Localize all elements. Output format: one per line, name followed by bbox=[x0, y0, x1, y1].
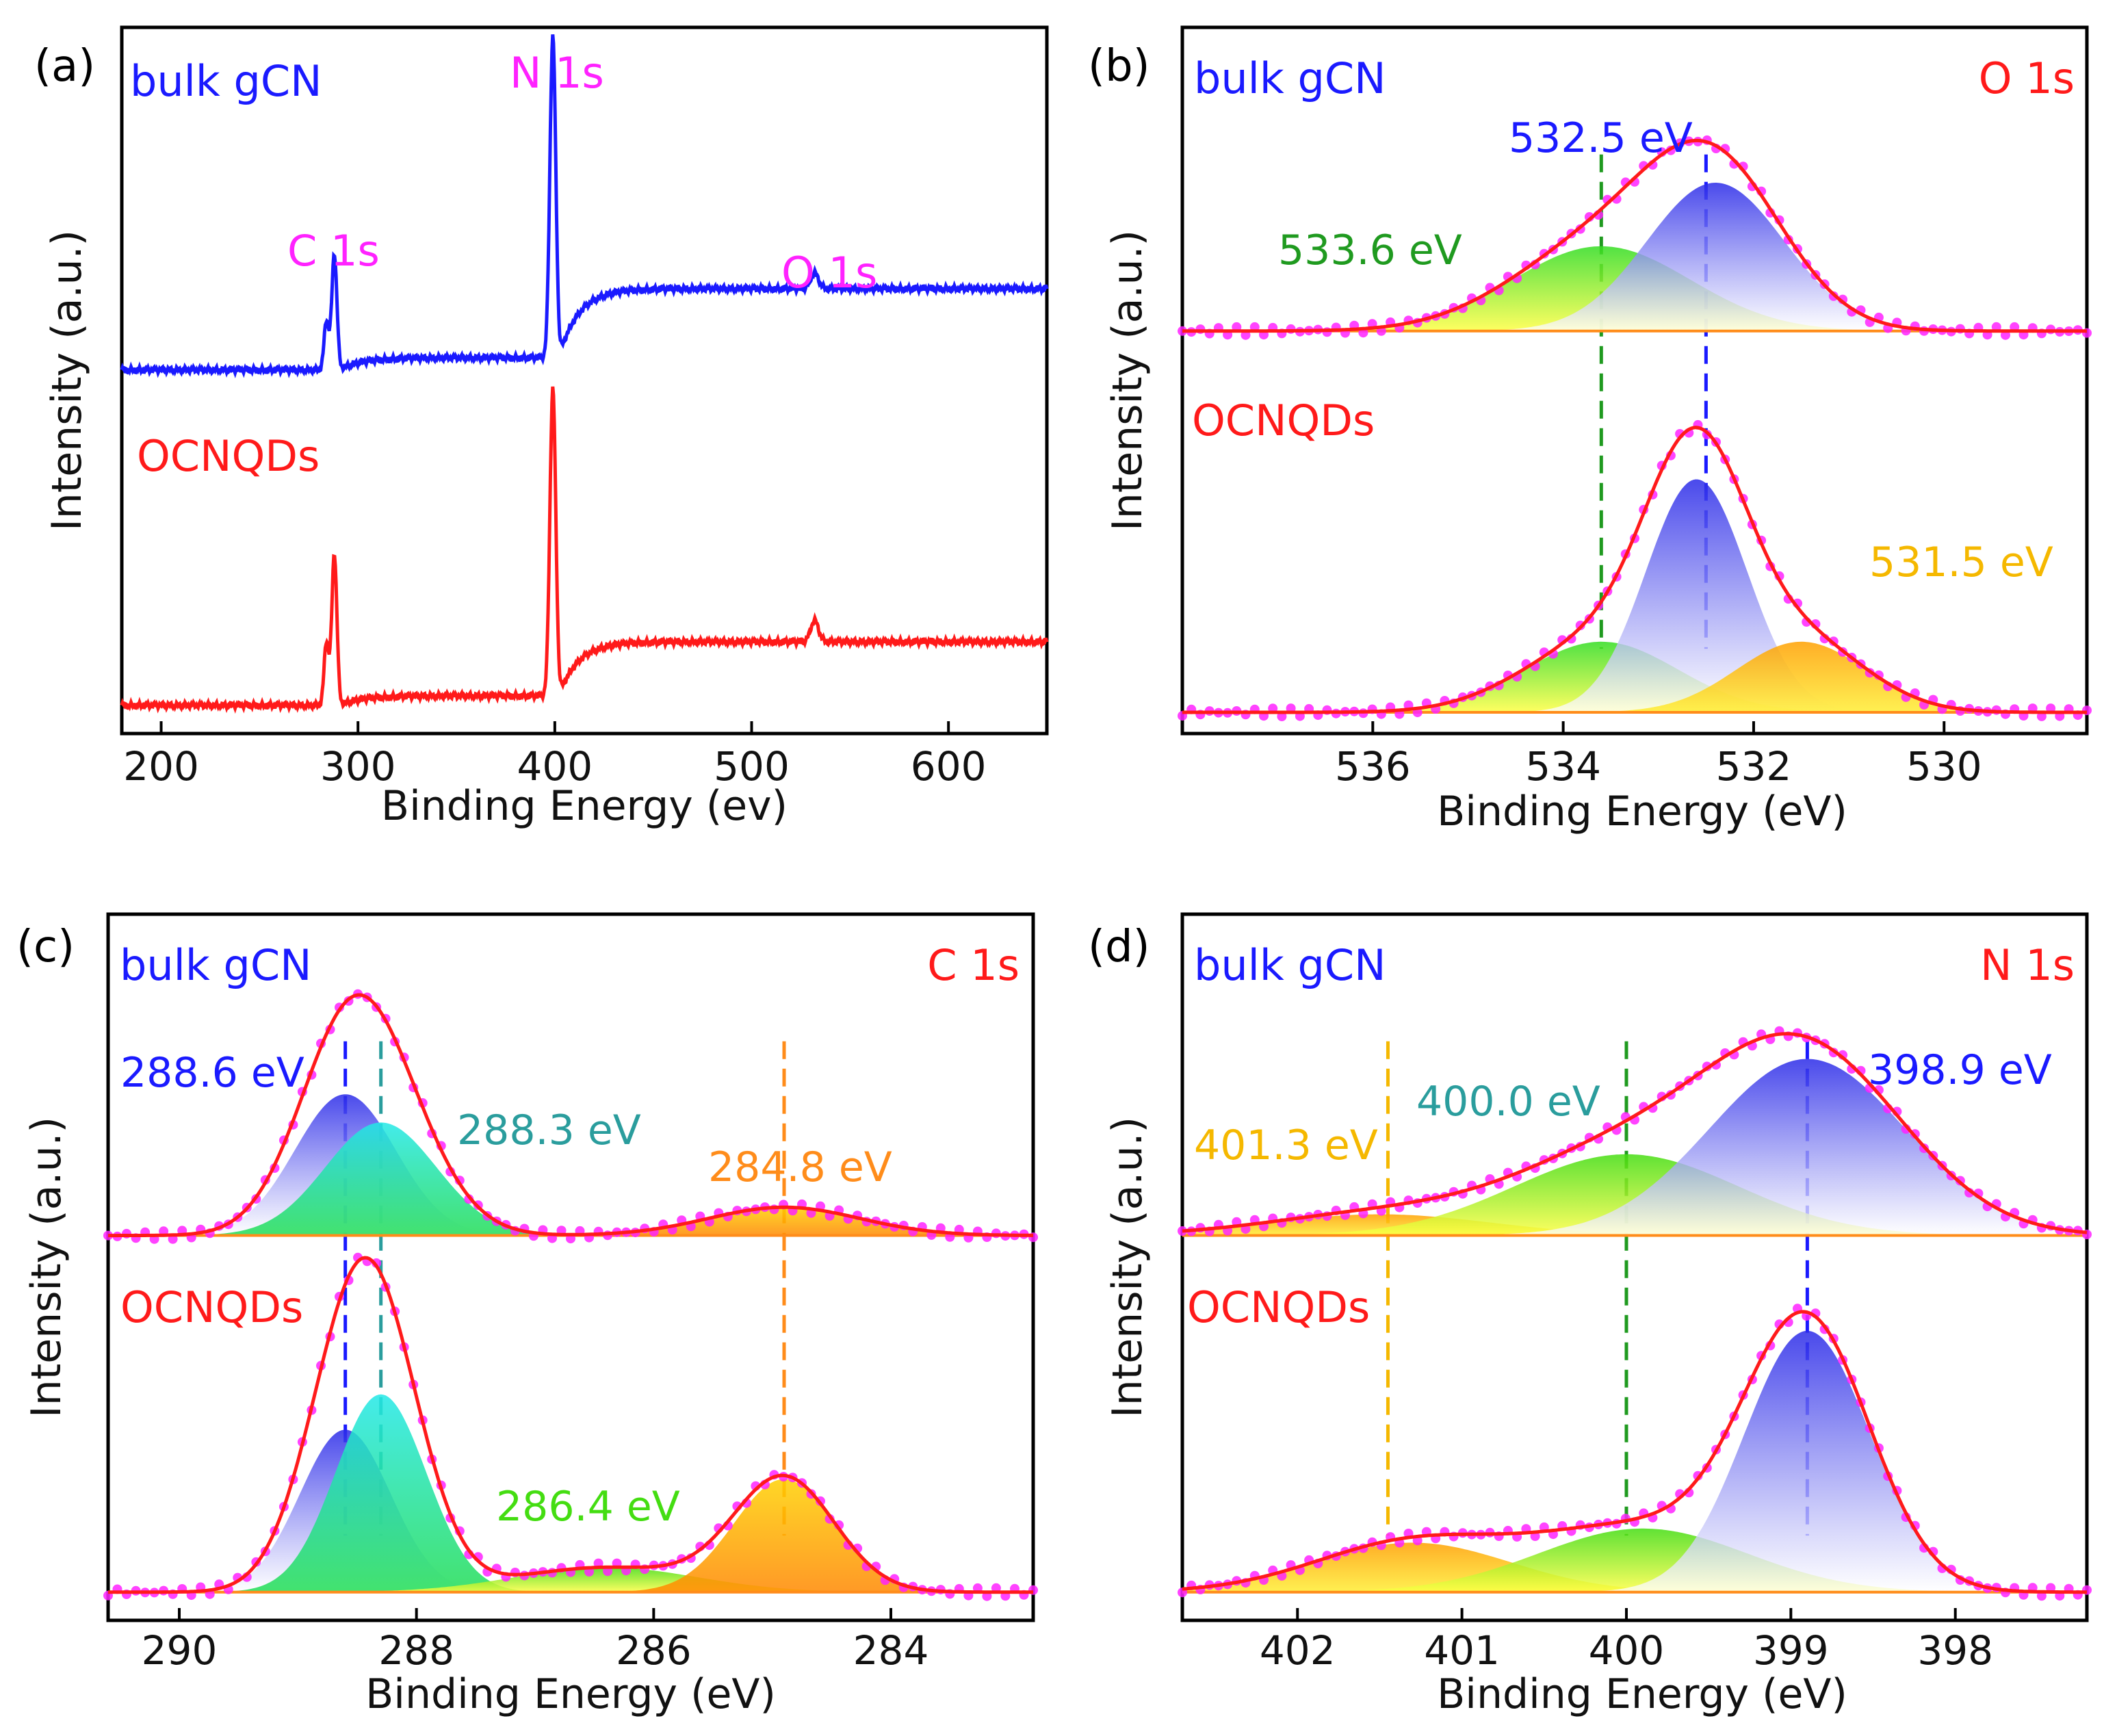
x-tick-label: 500 bbox=[714, 743, 790, 790]
x-axis-label-c: Binding Energy (eV) bbox=[365, 1670, 776, 1718]
annotation-401-3: 401.3 eV bbox=[1194, 1122, 1378, 1169]
x-tick-label: 398 bbox=[1917, 1627, 1993, 1674]
survey-line-ocnqds bbox=[120, 386, 1049, 714]
component-ocnqds-531-5 bbox=[1182, 641, 2087, 712]
y-axis-label-b: Intensity (a.u.) bbox=[1104, 230, 1152, 531]
component-ocnqds-288-3 bbox=[108, 1394, 1033, 1592]
panel-a: (a) 200 300 400 500 600 bulk gCN OCNQDs C 1s… bbox=[34, 25, 1049, 830]
panel-d: (d) 402 401 400 399 398 bulk gCN OCNQDs N 1s… bbox=[1088, 912, 2092, 1718]
x-tick-labels-c: 290 288 286 284 bbox=[142, 1608, 929, 1674]
component-bulk-gcn-284-9 bbox=[108, 1207, 1033, 1236]
x-tick-label: 288 bbox=[378, 1627, 454, 1674]
x-tick-label: 402 bbox=[1260, 1627, 1336, 1674]
x-tick-labels-a: 200 300 400 500 600 bbox=[123, 721, 987, 790]
plot-frame-d bbox=[1180, 912, 2089, 1622]
series-layer-b bbox=[1178, 135, 2092, 721]
panel-label-d: (d) bbox=[1088, 922, 1150, 972]
panel-label-a: (a) bbox=[34, 41, 95, 92]
y-axis-label-d: Intensity (a.u.) bbox=[1104, 1117, 1152, 1418]
annotation-288-6: 288.6 eV bbox=[120, 1049, 304, 1097]
component-bulk-gcn-398-9 bbox=[1182, 1059, 2087, 1236]
plot-frame-c bbox=[106, 912, 1035, 1622]
fit-envelope-ocnqds bbox=[1182, 426, 2087, 714]
y-axis-label-a: Intensity (a.u.) bbox=[43, 230, 91, 531]
x-tick-label: 536 bbox=[1335, 743, 1411, 790]
peak-label-n1s: N 1s bbox=[510, 48, 604, 98]
panel-title-b: O 1s bbox=[1979, 53, 2075, 103]
annotation-288-3: 288.3 eV bbox=[457, 1106, 641, 1154]
sample-label-bottom-c: OCNQDs bbox=[120, 1282, 303, 1332]
panel-label-c: (c) bbox=[16, 922, 75, 972]
component-ocnqds-532-6 bbox=[1182, 479, 2087, 712]
panel-c: (c) 290 288 286 284 bulk gCN OCNQDs C 1s 28… bbox=[16, 912, 1038, 1718]
x-axis-label-a: Binding Energy (ev) bbox=[381, 782, 788, 830]
component-bulk-gcn-532-4 bbox=[1182, 183, 2087, 331]
x-tick-label: 286 bbox=[616, 1627, 692, 1674]
survey-line-bulk-gcn bbox=[120, 34, 1049, 378]
x-tick-label: 534 bbox=[1525, 743, 1601, 790]
x-tick-label: 200 bbox=[123, 743, 199, 790]
x-tick-label: 530 bbox=[1906, 743, 1982, 790]
annotation-532-5: 532.5 eV bbox=[1509, 114, 1693, 162]
annotation-286-4: 286.4 eV bbox=[496, 1483, 680, 1531]
panel-b: (b) 536 534 532 530 bulk gCN OCNQDs O 1s 53… bbox=[1088, 25, 2092, 835]
sample-label-bottom-b: OCNQDs bbox=[1192, 396, 1375, 445]
x-tick-label: 300 bbox=[320, 743, 396, 790]
annotation-400-0: 400.0 eV bbox=[1416, 1078, 1600, 1126]
x-tick-labels-d: 402 401 400 399 398 bbox=[1260, 1608, 1993, 1674]
panel-label-b: (b) bbox=[1088, 41, 1150, 92]
sample-label-bottom-a: OCNQDs bbox=[137, 431, 320, 481]
x-axis-label-b: Binding Energy (eV) bbox=[1437, 788, 1847, 835]
annotation-284-8: 284.8 eV bbox=[708, 1143, 892, 1191]
x-tick-label: 399 bbox=[1753, 1627, 1829, 1674]
component-bulk-gcn-400 bbox=[1182, 1154, 2087, 1236]
series-layer-a bbox=[120, 34, 1049, 714]
component-ocnqds-399-9 bbox=[1182, 1528, 2087, 1592]
sample-label-top-a: bulk gCN bbox=[130, 56, 322, 106]
plot-frame-b bbox=[1180, 25, 2089, 736]
annotation-398-9: 398.9 eV bbox=[1868, 1046, 2052, 1094]
series-layer-c bbox=[103, 989, 1038, 1601]
sample-label-top-d: bulk gCN bbox=[1194, 940, 1386, 990]
peak-label-c1s: C 1s bbox=[287, 226, 380, 276]
plot-frame-a bbox=[120, 25, 1049, 736]
x-tick-label: 284 bbox=[853, 1627, 929, 1674]
component-ocnqds-284-9 bbox=[108, 1479, 1033, 1592]
sample-label-bottom-d: OCNQDs bbox=[1187, 1282, 1370, 1332]
x-tick-label: 400 bbox=[517, 743, 593, 790]
x-tick-label: 400 bbox=[1589, 1627, 1665, 1674]
x-tick-label: 401 bbox=[1424, 1627, 1500, 1674]
peak-label-o1s: O 1s bbox=[781, 248, 877, 298]
x-tick-label: 290 bbox=[142, 1627, 218, 1674]
fit-envelope-ocnqds bbox=[108, 1256, 1033, 1594]
sample-label-top-c: bulk gCN bbox=[120, 940, 312, 990]
x-tick-labels-b: 536 534 532 530 bbox=[1335, 721, 1982, 790]
x-tick-label: 532 bbox=[1716, 743, 1792, 790]
fit-envelope-bulk-gcn bbox=[108, 993, 1033, 1238]
fit-envelope-ocnqds bbox=[1182, 1310, 2087, 1594]
fit-envelope-bulk-gcn bbox=[1182, 1032, 2088, 1234]
panel-title-c: C 1s bbox=[927, 940, 1019, 990]
y-axis-label-c: Intensity (a.u.) bbox=[23, 1117, 70, 1418]
annotation-531-5: 531.5 eV bbox=[1869, 539, 2053, 586]
series-layer-d bbox=[1178, 1026, 2092, 1601]
component-bulk-gcn-288-3 bbox=[108, 1122, 1033, 1236]
x-tick-label: 600 bbox=[911, 743, 987, 790]
x-axis-label-d: Binding Energy (eV) bbox=[1437, 1670, 1847, 1718]
component-ocnqds-401-3 bbox=[1182, 1542, 2087, 1592]
sample-label-top-b: bulk gCN bbox=[1194, 53, 1386, 103]
fit-envelope-bulk-gcn bbox=[1182, 138, 2087, 333]
component-ocnqds-286-4 bbox=[108, 1567, 1033, 1592]
panel-title-d: N 1s bbox=[1980, 940, 2075, 990]
component-ocnqds-398-9 bbox=[1182, 1330, 2087, 1592]
annotation-533-6: 533.6 eV bbox=[1278, 226, 1462, 274]
